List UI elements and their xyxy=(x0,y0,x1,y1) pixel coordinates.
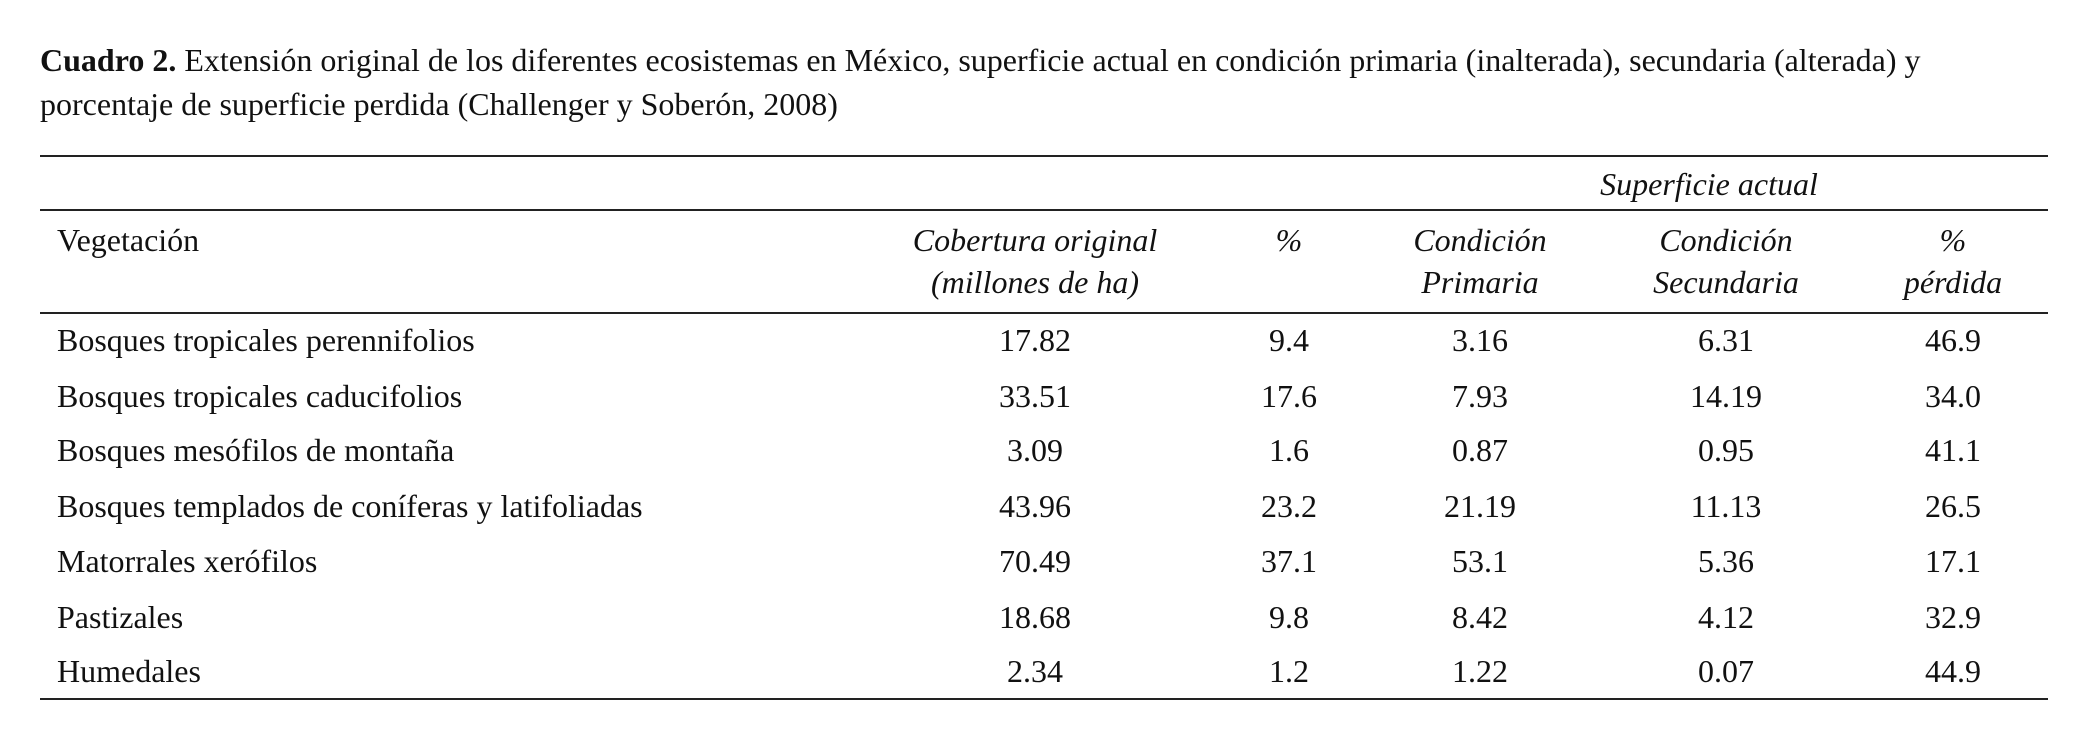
header-rule xyxy=(40,312,2048,314)
group-rule xyxy=(40,209,2048,211)
row-label: Matorrales xerófilos xyxy=(57,543,318,579)
table-cell: 26.5 xyxy=(1925,488,1981,524)
table-cell: 34.0 xyxy=(1925,378,1981,414)
table-cell: 32.9 xyxy=(1925,599,1981,635)
caption-label: Cuadro 2. xyxy=(40,42,177,78)
table-cell: 9.4 xyxy=(1269,322,1309,358)
group-header: Superficie actual xyxy=(1600,166,1818,202)
table-cell: 33.51 xyxy=(999,378,1071,414)
column-header: (millones de ha) xyxy=(931,264,1139,300)
row-label: Bosques tropicales caducifolios xyxy=(57,378,463,414)
column-header: Secundaria xyxy=(1653,264,1799,300)
table-cell: 0.87 xyxy=(1452,432,1508,468)
table-cell: 8.42 xyxy=(1452,599,1508,635)
table-cell: 0.95 xyxy=(1698,432,1754,468)
table-cell: 4.12 xyxy=(1698,599,1754,635)
table-cell: 1.6 xyxy=(1269,432,1309,468)
column-header: Cobertura original xyxy=(912,222,1158,258)
row-label: Humedales xyxy=(57,653,201,689)
table-cell: 0.07 xyxy=(1698,653,1754,689)
table-cell: 3.16 xyxy=(1452,322,1508,358)
table-cell: 18.68 xyxy=(999,599,1071,635)
caption: Cuadro 2. Extensión original de los dife… xyxy=(40,38,2050,126)
column-header: % xyxy=(1939,222,1967,258)
table-cell: 46.9 xyxy=(1925,322,1981,358)
table-cell: 1.22 xyxy=(1452,653,1508,689)
table-cell: 3.09 xyxy=(1007,432,1063,468)
column-header: pérdida xyxy=(1903,264,2003,300)
row-label: Bosques templados de coníferas y latifol… xyxy=(57,488,643,524)
table-cell: 5.36 xyxy=(1698,543,1754,579)
table-cell: 2.34 xyxy=(1007,653,1063,689)
caption-text: Extensión original de los diferentes eco… xyxy=(40,42,1921,122)
table-cell: 43.96 xyxy=(999,488,1071,524)
column-header: Condición xyxy=(1413,222,1547,258)
column-header: % xyxy=(1275,222,1303,258)
table-cell: 70.49 xyxy=(999,543,1071,579)
table-cell: 1.2 xyxy=(1269,653,1309,689)
table-cell: 23.2 xyxy=(1261,488,1317,524)
table-cell: 9.8 xyxy=(1269,599,1309,635)
column-header: Vegetación xyxy=(57,222,200,258)
table-cell: 53.1 xyxy=(1452,543,1508,579)
row-label: Bosques mesófilos de montaña xyxy=(57,432,455,468)
table-cell: 14.19 xyxy=(1690,378,1762,414)
column-header: Primaria xyxy=(1421,264,1539,300)
table-cell: 6.31 xyxy=(1698,322,1754,358)
table-cell: 17.1 xyxy=(1925,543,1981,579)
top-rule xyxy=(40,155,2048,157)
column-header: Condición xyxy=(1659,222,1793,258)
table-cell: 17.82 xyxy=(999,322,1071,358)
row-label: Pastizales xyxy=(57,599,184,635)
table-cell: 44.9 xyxy=(1925,653,1981,689)
table-cell: 41.1 xyxy=(1925,432,1981,468)
row-label: Bosques tropicales perennifolios xyxy=(57,322,475,358)
table-cell: 7.93 xyxy=(1452,378,1508,414)
table-cell: 11.13 xyxy=(1690,488,1762,524)
table-cell: 37.1 xyxy=(1261,543,1317,579)
bottom-rule xyxy=(40,698,2048,700)
table-cell: 17.6 xyxy=(1261,378,1317,414)
table-cell: 21.19 xyxy=(1444,488,1516,524)
